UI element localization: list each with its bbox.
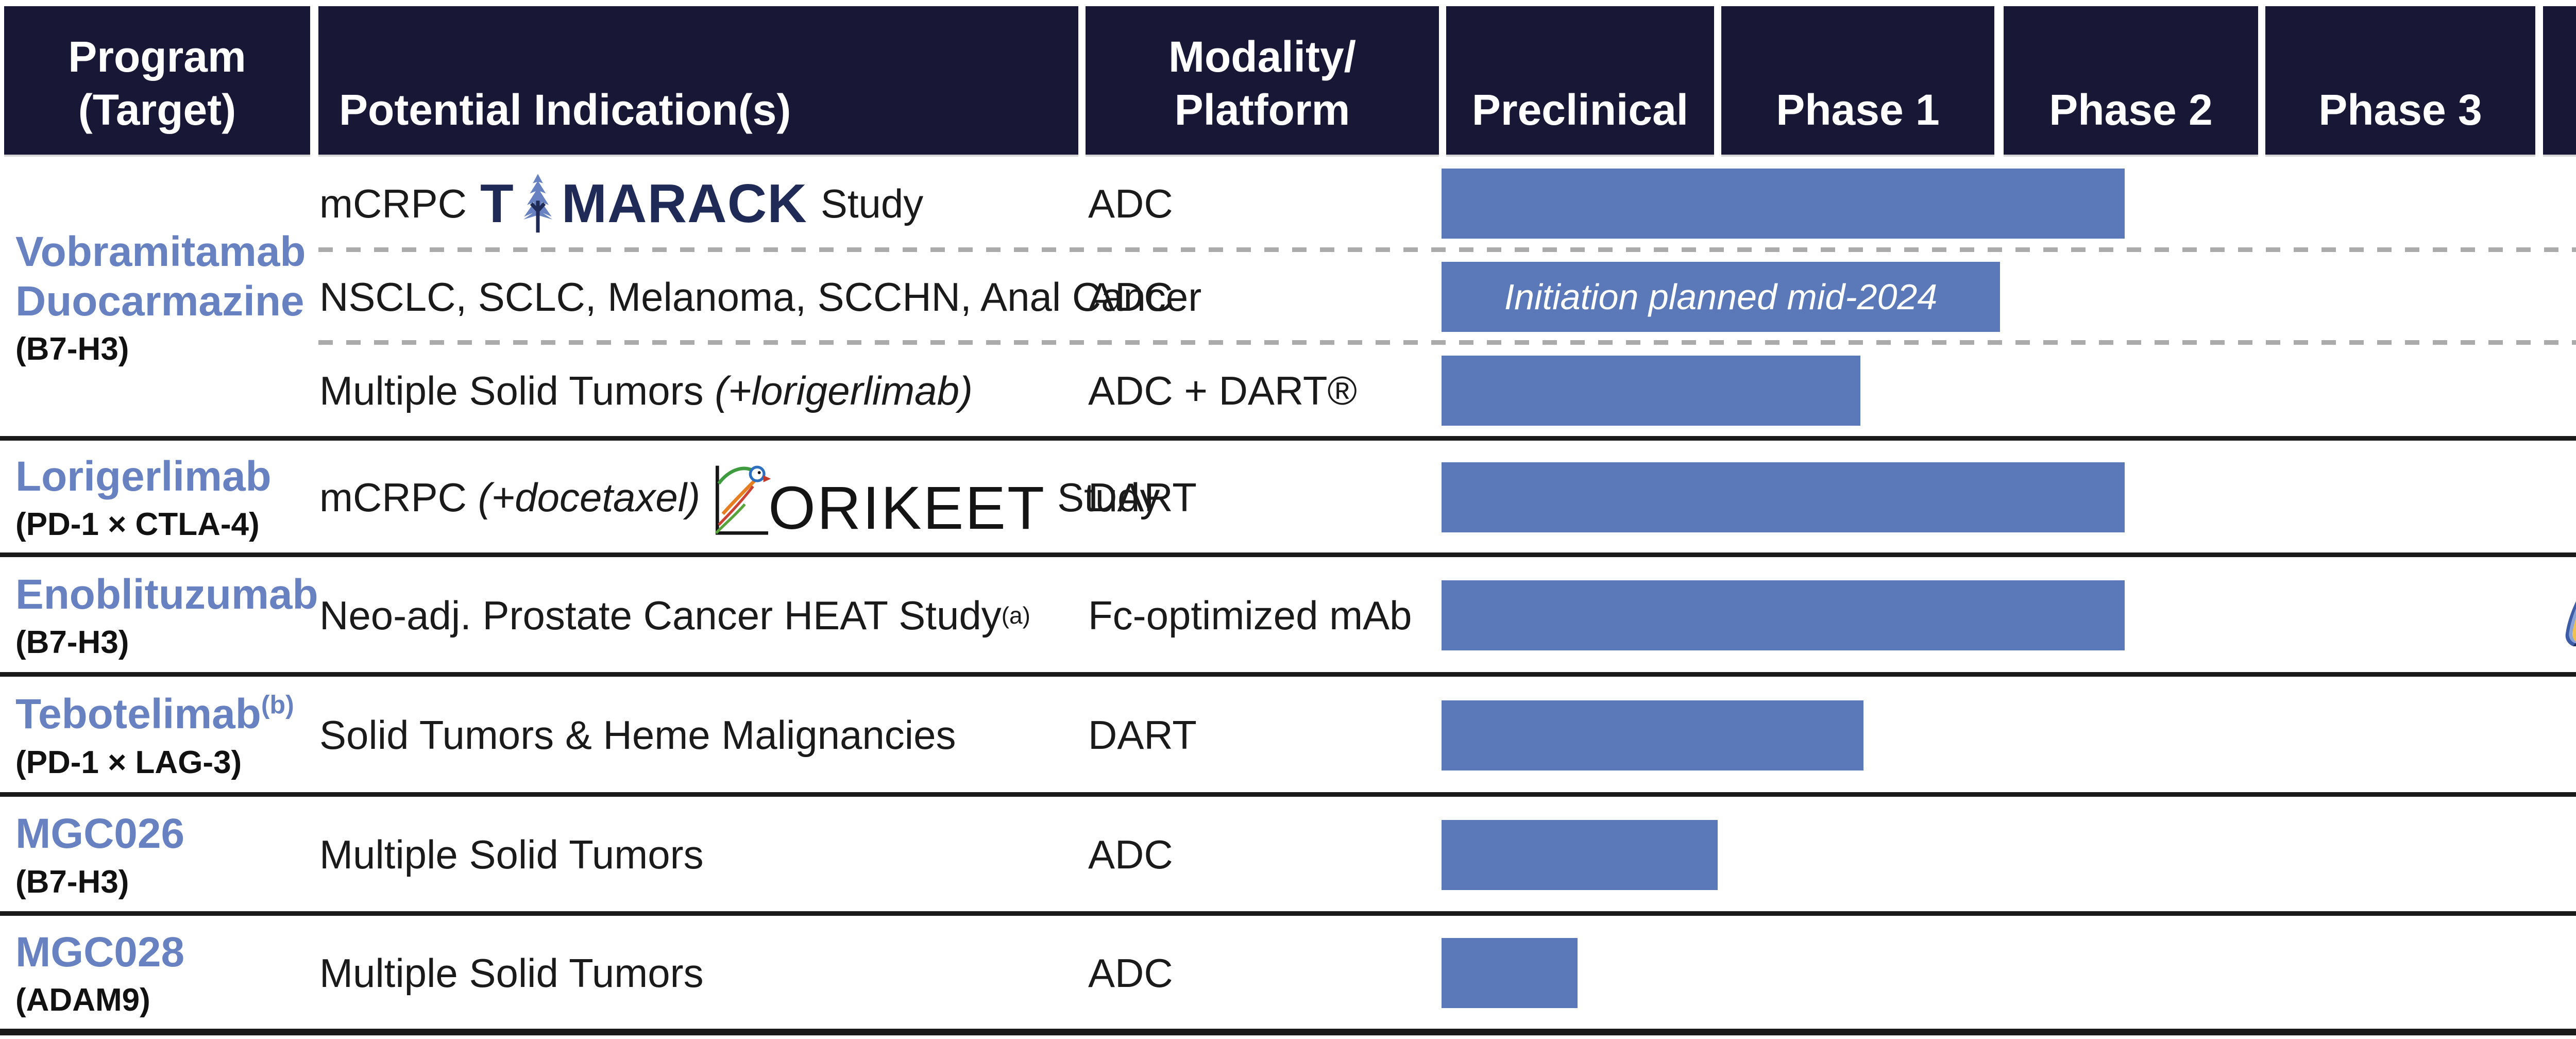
column-header-preclinical: Preclinical bbox=[1446, 6, 1714, 157]
indication-multiple-solid-1: Multiple Solid Tumors bbox=[319, 832, 704, 877]
johns-hopkins-logo: JOHNS HOPKINS MEDICINE bbox=[2563, 575, 2576, 656]
subrow-divider-dashed-2 bbox=[318, 340, 2576, 345]
johns-hopkins-shield-icon bbox=[2565, 601, 2576, 646]
subrow-divider-dashed-1 bbox=[318, 247, 2576, 252]
modality-row1: ADC bbox=[1088, 180, 1173, 226]
phase-bar-row5 bbox=[1442, 580, 2125, 650]
phase-bar-row3 bbox=[1442, 356, 1860, 426]
column-header-program: Program (Target) bbox=[4, 6, 310, 157]
modality-row5: Fc-optimized mAb bbox=[1088, 592, 1412, 638]
phase-bar-row2: Initiation planned mid-2024 bbox=[1442, 262, 2000, 332]
modality-row3: ADC + DART® bbox=[1088, 367, 1357, 413]
column-header-partner: Partner / Sponsor bbox=[2543, 6, 2576, 157]
modality-row2: ADC bbox=[1088, 274, 1173, 320]
program-lorigerlimab: Lorigerlimab (PD-1 × CTLA-4) bbox=[15, 453, 272, 543]
column-header-modality: Modality/ Platform bbox=[1086, 6, 1439, 157]
program-mgc028: MGC028 (ADAM9) bbox=[15, 928, 185, 1018]
modality-row7: ADC bbox=[1088, 832, 1173, 877]
group-divider-5 bbox=[0, 911, 2576, 916]
group-divider-2 bbox=[0, 552, 2576, 557]
phase-bar-row4 bbox=[1442, 462, 2125, 532]
indication-multiple-solid-lorigerlimab: Multiple Solid Tumors (+lorigerlimab) bbox=[319, 367, 973, 413]
phase-bar-row1 bbox=[1442, 169, 2125, 239]
program-tebotelimab: Tebotelimab(b) (PD-1 × LAG-3) bbox=[15, 690, 294, 780]
program-mgc026: MGC026 (B7-H3) bbox=[15, 810, 185, 900]
program-enoblituzumab: Enoblituzumab (B7-H3) bbox=[15, 571, 318, 661]
modality-row4: DART bbox=[1088, 474, 1197, 520]
bar-annotation: Initiation planned mid-2024 bbox=[1504, 277, 1938, 317]
lorikeet-bird-icon bbox=[715, 465, 771, 535]
indication-nsclc-list: NSCLC, SCLC, Melanoma, SCCHN, Anal Cance… bbox=[319, 274, 1202, 320]
group-divider-3 bbox=[0, 672, 2576, 677]
indication-heat-study: Neo-adj. Prostate Cancer HEAT Study (a) bbox=[319, 592, 1030, 638]
program-vobramitamab: Vobramitamab Duocarmazine (B7-H3) bbox=[15, 228, 306, 367]
modality-row8: ADC bbox=[1088, 950, 1173, 996]
group-divider-4 bbox=[0, 792, 2576, 797]
column-header-indications: Potential Indication(s) bbox=[318, 6, 1078, 157]
indication-solid-heme: Solid Tumors & Heme Malignancies bbox=[319, 712, 956, 758]
column-header-phase2: Phase 2 bbox=[2004, 6, 2258, 157]
column-header-phase3: Phase 3 bbox=[2265, 6, 2535, 157]
indication-mcrpc-lorikeet: mCRPC (+docetaxel) ORIKEET Study bbox=[319, 440, 1160, 555]
tamarack-logo: T MARACK bbox=[480, 173, 807, 234]
lorikeet-logo: ORIKEET bbox=[710, 456, 1046, 539]
phase-bar-row7 bbox=[1442, 820, 1718, 890]
modality-row6: DART bbox=[1088, 712, 1197, 758]
indication-mcrpc-tamarack: mCRPC T MARACK Study bbox=[319, 173, 924, 234]
phase-bar-row6 bbox=[1442, 700, 1863, 770]
indication-multiple-solid-2: Multiple Solid Tumors bbox=[319, 950, 704, 996]
column-header-phase1: Phase 1 bbox=[1721, 6, 1994, 157]
group-divider-1 bbox=[0, 436, 2576, 441]
phase-bar-row8 bbox=[1442, 938, 1578, 1008]
tamarack-tree-icon bbox=[523, 174, 552, 233]
table-bottom-border bbox=[0, 1029, 2576, 1035]
